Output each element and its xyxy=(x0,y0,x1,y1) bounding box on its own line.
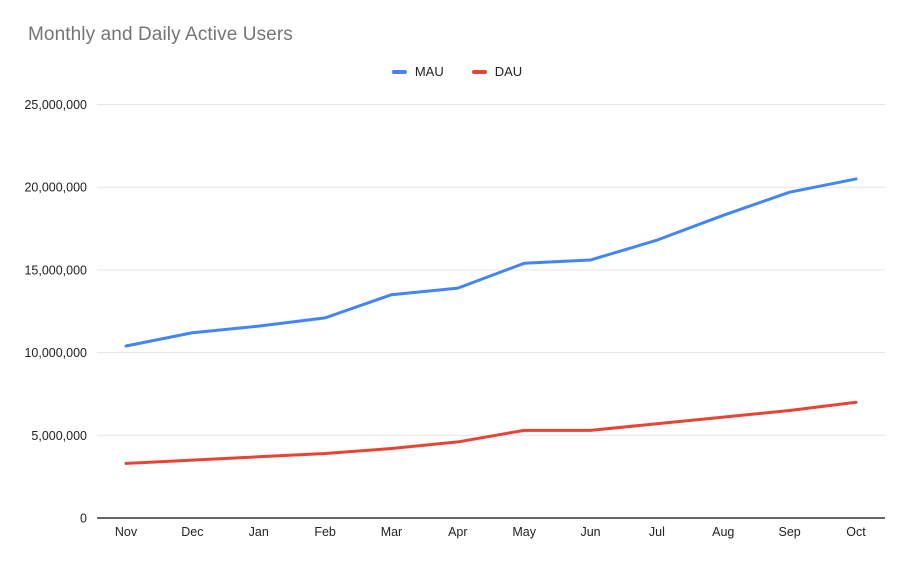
legend-label-dau: DAU xyxy=(494,64,523,79)
y-axis-tick-label: 15,000,000 xyxy=(24,263,87,277)
y-axis-tick-label: 20,000,000 xyxy=(24,181,87,195)
x-axis-tick-label: Dec xyxy=(181,525,203,539)
y-axis-tick-label: 10,000,000 xyxy=(24,346,87,360)
x-axis-tick-label: Mar xyxy=(381,525,403,539)
chart-title: Monthly and Daily Active Users xyxy=(28,24,293,45)
series-line-dau xyxy=(124,400,858,465)
x-axis-tick-label: Oct xyxy=(846,525,866,539)
chart-legend: MAU DAU xyxy=(0,64,914,79)
x-axis-tick-label: Jun xyxy=(580,525,600,539)
y-axis-tick-label: 0 xyxy=(80,512,87,526)
legend-label-mau: MAU xyxy=(414,64,444,79)
y-axis-tick-label: 5,000,000 xyxy=(31,429,87,443)
series-line-mau xyxy=(124,177,858,348)
dau-series-swatch-icon xyxy=(471,69,487,74)
y-axis-tick-label: 25,000,000 xyxy=(24,98,87,112)
mau-series-swatch-icon xyxy=(391,69,407,74)
x-axis-tick-label: Jan xyxy=(249,525,269,539)
x-axis-tick-label: Feb xyxy=(314,525,336,539)
x-axis-tick-label: May xyxy=(512,525,536,539)
x-axis-tick-label: Aug xyxy=(712,525,734,539)
x-axis-tick-label: Sep xyxy=(779,525,801,539)
x-axis-tick-label: Nov xyxy=(115,525,138,539)
legend-item-mau[interactable]: MAU xyxy=(391,64,444,79)
x-axis-tick-label: Apr xyxy=(448,525,467,539)
legend-item-dau[interactable]: DAU xyxy=(471,64,523,79)
x-axis-tick-label: Jul xyxy=(649,525,665,539)
